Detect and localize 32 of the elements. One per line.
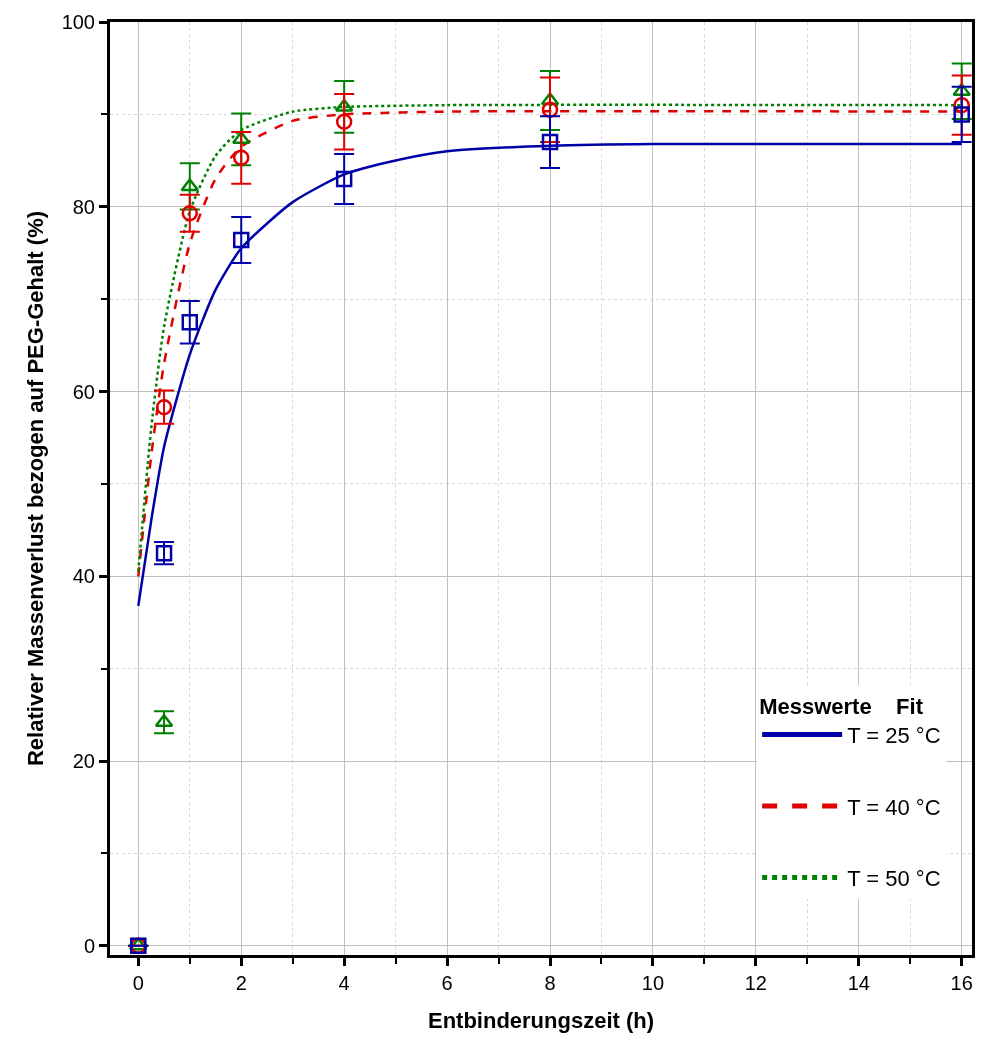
point xyxy=(541,133,559,151)
x-tick-label: 0 xyxy=(132,972,144,994)
legend-title: Messwerte Fit xyxy=(759,693,924,719)
y-tick-label: 40 xyxy=(72,565,95,588)
x-tick-label: 10 xyxy=(641,972,665,994)
point xyxy=(181,313,199,331)
point xyxy=(181,204,199,222)
point xyxy=(155,398,173,416)
y-tick-label: 80 xyxy=(72,195,95,218)
legend-label: T = 25 °C xyxy=(847,723,941,748)
y-axis-title: Relativer Massenverlust bezogen auf PEG-Gehalt (%) xyxy=(23,210,49,767)
x-tick-label: 4 xyxy=(338,972,350,994)
x-tick-label: 14 xyxy=(847,972,870,994)
point xyxy=(335,170,353,188)
point xyxy=(232,231,250,249)
y-tick-label: 0 xyxy=(83,934,95,957)
legend-label: T = 40 °C xyxy=(847,794,941,820)
x-tick-label: 16 xyxy=(950,972,973,994)
x-tick-label: 2 xyxy=(235,972,247,994)
y-tick-label: 20 xyxy=(72,750,95,773)
y-tick-label: 100 xyxy=(61,11,95,33)
point xyxy=(232,149,250,167)
point xyxy=(953,106,970,123)
point xyxy=(335,113,353,131)
x-tick-label: 12 xyxy=(744,972,767,994)
x-tick-label: 8 xyxy=(544,972,556,994)
x-tick-label: 6 xyxy=(441,972,453,994)
legend-label: T = 50 °C xyxy=(847,866,941,892)
y-tick-label: 60 xyxy=(72,380,95,403)
x-axis-title: Entbinderungszeit (h) xyxy=(427,1007,655,1033)
point xyxy=(154,713,174,727)
point xyxy=(180,178,200,192)
